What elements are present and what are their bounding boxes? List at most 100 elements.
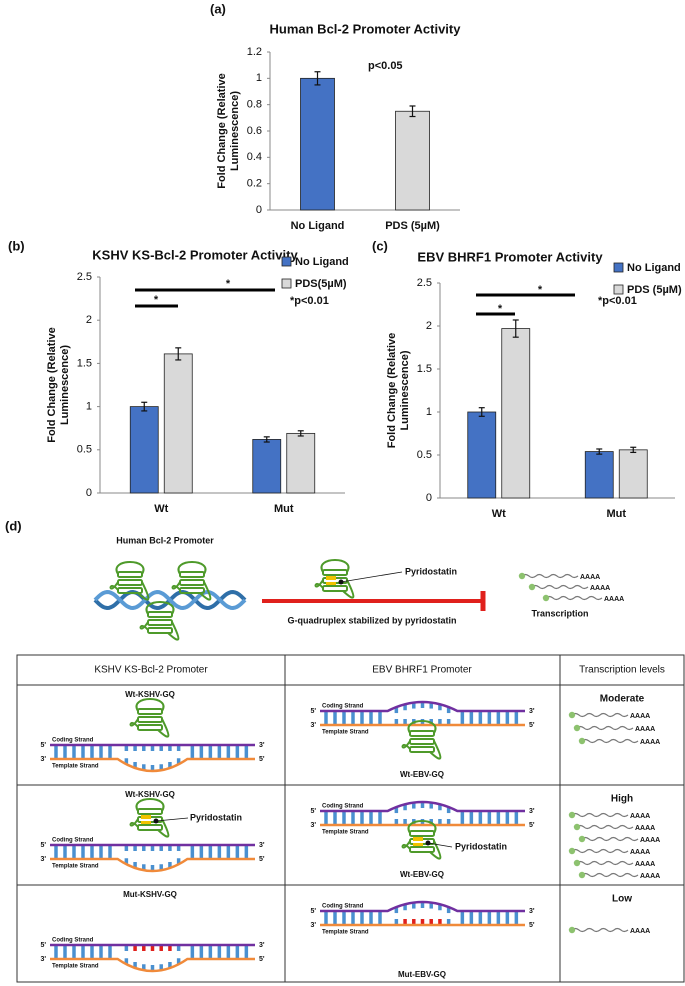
y-tick-label: 0.5	[417, 449, 432, 461]
g4-loop	[199, 581, 212, 601]
strand-end-label: 5'	[259, 856, 265, 863]
strand-end-label: 3'	[529, 908, 535, 915]
ligand-label: Pyridostatin	[405, 566, 457, 576]
mrna: AAAA	[573, 823, 655, 832]
coding-strand	[320, 900, 525, 913]
legend-swatch	[613, 284, 624, 295]
panel-label: (c)	[372, 238, 388, 253]
pyridostatin	[141, 815, 151, 819]
strand-end-label: 3'	[529, 808, 535, 815]
level-label: Moderate	[600, 694, 645, 705]
g-tetrad	[117, 571, 143, 578]
mrna: AAAA	[518, 572, 600, 581]
mrna-cap	[542, 594, 550, 602]
mrna-strand	[571, 712, 629, 718]
y-axis-label: Fold Change (Relative	[46, 327, 58, 443]
g4-loop	[407, 720, 437, 734]
chart-title: EBV BHRF1 Promoter Activity	[417, 249, 603, 264]
mrna-strand	[545, 595, 603, 601]
y-axis-label: Fold Change (Relative	[386, 333, 398, 449]
pyridostatin	[413, 837, 423, 841]
dna-duplex: 5' 3' 3' 5' Coding Strand Template Strand	[40, 838, 265, 873]
g4-loop	[135, 698, 165, 712]
pointer-line	[340, 571, 403, 583]
annotation: *p<0.01	[290, 295, 329, 307]
dna-duplex: 5' 3' 3' 5' Coding Strand Template Strand	[40, 938, 265, 973]
dna-duplex: 5' 3' 3' 5' Coding Strand Template Strand	[310, 700, 535, 736]
y-tick-label: 1.5	[417, 363, 432, 375]
g-tetrad	[147, 611, 173, 618]
y-tick-label: 2	[86, 314, 92, 326]
strand-end-label: 5'	[40, 842, 46, 849]
y-tick-label: 1.5	[77, 357, 92, 369]
mrna-cap	[518, 572, 526, 580]
legend-swatch	[613, 262, 624, 273]
mrna: AAAA	[568, 711, 650, 720]
poly-a-tail: AAAA	[604, 596, 624, 603]
y-tick-label: 2	[426, 320, 432, 332]
strand-end-label: 3'	[40, 856, 46, 863]
legend-label: PDS(5µM)	[295, 278, 347, 290]
poly-a-tail: AAAA	[590, 585, 610, 592]
gq-label: Wt-KSHV-GQ	[125, 690, 175, 699]
g4-loop	[401, 740, 411, 750]
mrna-cap	[578, 871, 586, 879]
poly-a-tail: AAAA	[630, 713, 650, 720]
annotation: *p<0.01	[598, 295, 637, 307]
template-strand-label: Template Strand	[322, 730, 369, 736]
template-strand	[50, 957, 255, 973]
mrna-strand	[581, 872, 639, 878]
strand-end-label: 3'	[259, 942, 265, 949]
strand-end-label: 5'	[40, 742, 46, 749]
g-tetrad	[409, 846, 435, 853]
promoter-label: Human Bcl-2 Promoter	[116, 535, 214, 545]
bar	[618, 449, 648, 499]
legend-swatch	[281, 256, 292, 267]
gq-label: Mut-EBV-GQ	[398, 970, 446, 979]
x-tick-label: Wt	[492, 508, 506, 520]
pyridostatin	[326, 582, 336, 585]
gq-label: Mut-KSHV-GQ	[123, 890, 177, 899]
g-quadruplex	[129, 698, 170, 738]
panel-label: (d)	[5, 518, 22, 533]
strand-end-label: 3'	[310, 822, 316, 829]
bar	[300, 77, 335, 211]
x-tick-label: Mut	[606, 508, 626, 520]
legend-label: No Ligand	[627, 262, 681, 274]
poly-a-tail: AAAA	[630, 813, 650, 820]
y-tick-label: 1	[426, 406, 432, 418]
y-tick-label: 0.5	[77, 444, 92, 456]
y-tick-label: 0.8	[247, 99, 262, 111]
mrna-strand	[576, 824, 634, 830]
mrna-cap	[578, 737, 586, 745]
dna-duplex: 5' 3' 3' 5' Coding Strand Template Strand	[310, 900, 535, 936]
annotation: *	[538, 284, 543, 296]
table-border	[16, 654, 685, 983]
coding-strand	[320, 700, 525, 713]
y-tick-label: 0	[256, 204, 262, 216]
mrna-cap	[568, 711, 576, 719]
mrna-cap	[568, 811, 576, 819]
poly-a-tail: AAAA	[635, 825, 655, 832]
bar	[501, 328, 531, 499]
mrna-strand	[576, 860, 634, 866]
bar	[286, 432, 316, 494]
gq-label: Wt-EBV-GQ	[400, 870, 444, 879]
bar-chart: (b) KSHV KS-Bcl-2 Promoter Activity Fold C…	[8, 238, 349, 514]
g-tetrad	[409, 730, 435, 737]
strand-end-label: 3'	[40, 756, 46, 763]
chart-title: KSHV KS-Bcl-2 Promoter Activity	[92, 247, 298, 262]
g4-loop	[401, 840, 411, 850]
y-axis-label: Fold Change (Relative	[216, 73, 228, 189]
annotation: *	[226, 278, 231, 290]
g-tetrad	[179, 571, 205, 578]
g-tetrad	[322, 585, 348, 592]
bar	[129, 406, 159, 494]
mrna-strand	[571, 812, 629, 818]
y-tick-label: 2.5	[77, 271, 92, 283]
strand-end-label: 3'	[40, 956, 46, 963]
bar-chart: (a) Human Bcl-2 Promoter Activity Fold Cha…	[210, 1, 461, 231]
g4-loop	[145, 601, 175, 615]
mrna-cap	[578, 835, 586, 843]
g4-loop	[429, 740, 442, 760]
